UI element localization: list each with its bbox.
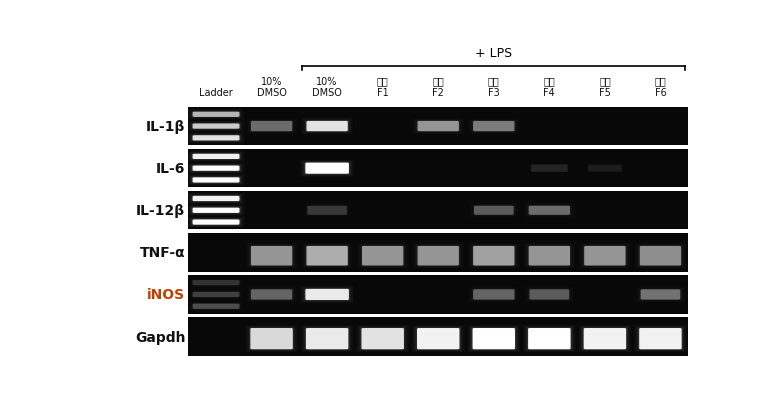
FancyBboxPatch shape [306, 246, 348, 266]
FancyBboxPatch shape [588, 165, 622, 172]
FancyBboxPatch shape [304, 288, 350, 301]
FancyBboxPatch shape [638, 245, 683, 267]
FancyBboxPatch shape [418, 121, 459, 132]
Text: 눅두
F2: 눅두 F2 [432, 76, 444, 98]
FancyBboxPatch shape [191, 207, 241, 214]
FancyBboxPatch shape [472, 245, 516, 267]
Text: IL-6: IL-6 [156, 162, 185, 176]
FancyBboxPatch shape [306, 121, 348, 132]
FancyBboxPatch shape [582, 328, 627, 350]
Text: 눅두
F1: 눅두 F1 [377, 76, 389, 98]
FancyBboxPatch shape [639, 328, 682, 349]
Text: 눅두
F3: 눅두 F3 [488, 76, 500, 98]
Text: IL-1β: IL-1β [146, 120, 185, 134]
Bar [188, 276, 688, 314]
Bar [188, 150, 688, 188]
FancyBboxPatch shape [584, 328, 626, 349]
Text: TNF-α: TNF-α [140, 246, 185, 260]
Bar [188, 108, 688, 146]
FancyBboxPatch shape [305, 245, 349, 267]
Text: IL-12β: IL-12β [136, 204, 185, 218]
FancyBboxPatch shape [361, 245, 405, 267]
FancyBboxPatch shape [306, 328, 349, 349]
FancyBboxPatch shape [193, 124, 240, 129]
FancyBboxPatch shape [416, 245, 460, 267]
Bar [188, 192, 688, 230]
FancyBboxPatch shape [417, 328, 459, 349]
FancyBboxPatch shape [473, 246, 515, 266]
FancyBboxPatch shape [251, 246, 293, 266]
FancyBboxPatch shape [640, 246, 681, 266]
FancyBboxPatch shape [527, 328, 572, 350]
FancyBboxPatch shape [193, 280, 240, 285]
FancyBboxPatch shape [474, 206, 514, 215]
Text: 눅두
F4: 눅두 F4 [544, 76, 555, 98]
FancyBboxPatch shape [583, 245, 627, 267]
FancyBboxPatch shape [638, 328, 683, 350]
FancyBboxPatch shape [416, 121, 460, 133]
FancyBboxPatch shape [251, 121, 293, 132]
FancyBboxPatch shape [362, 246, 403, 266]
FancyBboxPatch shape [641, 290, 680, 300]
FancyBboxPatch shape [305, 328, 349, 350]
FancyBboxPatch shape [584, 246, 626, 266]
FancyBboxPatch shape [191, 177, 241, 184]
FancyBboxPatch shape [191, 219, 241, 226]
FancyBboxPatch shape [193, 136, 240, 141]
FancyBboxPatch shape [251, 290, 293, 300]
Bar [188, 318, 688, 356]
FancyBboxPatch shape [415, 328, 461, 350]
FancyBboxPatch shape [304, 162, 350, 175]
FancyBboxPatch shape [193, 154, 240, 160]
Bar [188, 234, 688, 272]
FancyBboxPatch shape [193, 112, 240, 118]
Text: Gapdh: Gapdh [134, 330, 185, 344]
FancyBboxPatch shape [418, 246, 459, 266]
FancyBboxPatch shape [528, 206, 570, 215]
FancyBboxPatch shape [191, 135, 241, 142]
FancyBboxPatch shape [472, 121, 516, 133]
Text: 눅두
F6: 눅두 F6 [654, 76, 667, 98]
FancyBboxPatch shape [306, 163, 349, 174]
FancyBboxPatch shape [307, 206, 347, 215]
FancyBboxPatch shape [473, 121, 515, 132]
Text: + LPS: + LPS [475, 47, 512, 60]
FancyBboxPatch shape [193, 208, 240, 213]
FancyBboxPatch shape [249, 328, 294, 350]
FancyBboxPatch shape [472, 328, 516, 350]
FancyBboxPatch shape [191, 124, 241, 130]
FancyBboxPatch shape [305, 121, 349, 133]
FancyBboxPatch shape [193, 304, 240, 309]
Text: iNOS: iNOS [147, 288, 185, 302]
FancyBboxPatch shape [193, 178, 240, 183]
FancyBboxPatch shape [250, 245, 293, 267]
FancyBboxPatch shape [191, 154, 241, 160]
Text: Ladder: Ladder [199, 88, 233, 98]
FancyBboxPatch shape [528, 246, 570, 266]
Text: 10%
DMSO: 10% DMSO [313, 76, 342, 98]
FancyBboxPatch shape [193, 220, 240, 225]
FancyBboxPatch shape [360, 328, 406, 350]
FancyBboxPatch shape [250, 328, 293, 349]
FancyBboxPatch shape [193, 196, 240, 202]
FancyBboxPatch shape [191, 165, 241, 172]
FancyBboxPatch shape [191, 112, 241, 118]
FancyBboxPatch shape [528, 245, 571, 267]
FancyBboxPatch shape [193, 166, 240, 171]
FancyBboxPatch shape [362, 328, 404, 349]
FancyBboxPatch shape [193, 292, 240, 297]
FancyBboxPatch shape [531, 165, 568, 173]
FancyBboxPatch shape [473, 290, 515, 300]
FancyBboxPatch shape [529, 290, 569, 300]
FancyBboxPatch shape [306, 289, 349, 300]
Text: 눅두
F5: 눅두 F5 [599, 76, 611, 98]
FancyBboxPatch shape [472, 328, 515, 349]
FancyBboxPatch shape [528, 328, 571, 349]
Text: 10%
DMSO: 10% DMSO [257, 76, 286, 98]
FancyBboxPatch shape [191, 196, 241, 202]
